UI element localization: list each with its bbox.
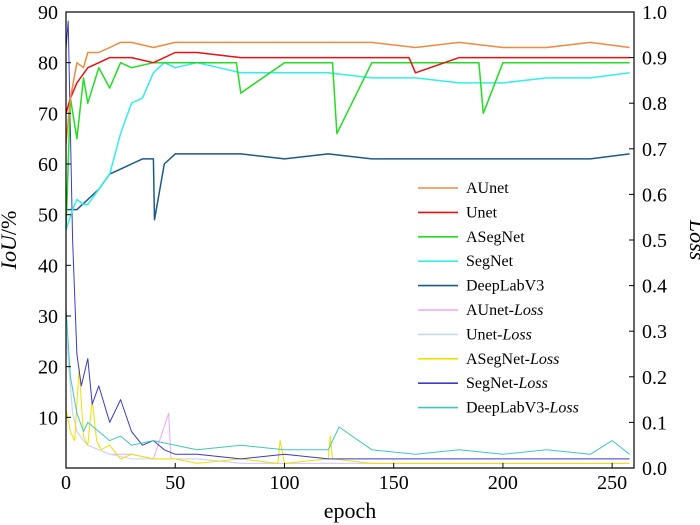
legend-label-unet: Unet <box>466 204 498 221</box>
series-line-deeplabv3 <box>66 153 630 221</box>
legend-label-text: DeepLabV3- <box>466 400 550 417</box>
legend-label-aunet-loss: AUnet-Loss <box>466 302 543 319</box>
legend-label-segnet-loss: SegNet-Loss <box>466 375 548 392</box>
x-axis-title: epoch <box>324 498 377 523</box>
y-left-tick-label: 20 <box>38 357 58 379</box>
y-right-tick-label: 0.7 <box>642 139 667 161</box>
ticks-layer: 0 50 100 150 200 250 10 20 30 40 50 60 70 80 90 0.0 0.1 0… <box>38 2 667 494</box>
legend-label-aunet: AUnet <box>466 180 509 197</box>
y-axis-left-title-italic: IoU <box>0 233 21 270</box>
legend-label-asegnet: ASegNet <box>466 229 525 246</box>
legend-label-deeplabv3-loss: DeepLabV3-Loss <box>466 400 579 417</box>
legend-label-text: Unet <box>466 204 498 221</box>
y-right-tick-label: 0.9 <box>642 48 667 70</box>
y-axis-right-title: Loss <box>685 219 700 260</box>
legend-label-text: Unet- <box>466 326 502 343</box>
y-right-tick-label: 0.3 <box>642 321 667 343</box>
legend-label-italic: Loss <box>549 400 579 417</box>
legend-label-text: ASegNet- <box>466 351 530 368</box>
y-left-tick-label: 30 <box>38 306 58 328</box>
legend-label-italic: Loss <box>517 375 547 392</box>
legend: AUnetUnetASegNetSegNetDeepLabV3AUnet-Los… <box>418 180 579 417</box>
x-tick-label: 100 <box>269 472 299 494</box>
x-tick-label: 50 <box>165 472 185 494</box>
y-left-tick-label: 70 <box>38 103 58 125</box>
legend-label-italic: Loss <box>513 302 543 319</box>
y-right-tick-label: 1.0 <box>642 2 667 24</box>
legend-label-unet-loss: Unet-Loss <box>466 326 532 343</box>
y-right-tick-label: 0.0 <box>642 458 667 480</box>
series-line-segnet-loss <box>66 20 630 460</box>
series-line-unet <box>66 51 630 114</box>
x-tick-label: 250 <box>597 472 627 494</box>
series-line-asegnet <box>66 61 630 230</box>
y-left-tick-label: 80 <box>38 53 58 75</box>
legend-label-text: SegNet- <box>466 375 518 392</box>
legend-label-text: SegNet <box>466 253 514 270</box>
y-axis-left-title-suffix: /% <box>0 211 21 235</box>
legend-label-deeplabv3: DeepLabV3 <box>466 278 544 295</box>
x-tick-label: 150 <box>379 472 409 494</box>
series-line-deeplabv3-loss <box>66 308 630 455</box>
y-axis-left-title: IoU/% <box>0 211 21 271</box>
series-layer <box>66 20 630 464</box>
series-line-asegnet-loss <box>66 367 630 464</box>
x-tick-label: 0 <box>61 472 71 494</box>
y-left-tick-label: 50 <box>38 205 58 227</box>
y-right-tick-label: 0.6 <box>642 184 667 206</box>
y-right-tick-label: 0.5 <box>642 230 667 252</box>
x-tick-label: 200 <box>488 472 518 494</box>
y-left-tick-label: 90 <box>38 2 58 24</box>
legend-label-segnet: SegNet <box>466 253 514 270</box>
series-line-aunet <box>66 41 630 144</box>
y-left-tick-label: 10 <box>38 407 58 429</box>
legend-label-asegnet-loss: ASegNet-Loss <box>466 351 559 368</box>
legend-label-text: ASegNet <box>466 229 525 246</box>
y-right-tick-label: 0.2 <box>642 367 667 389</box>
y-right-tick-label: 0.1 <box>642 412 667 434</box>
legend-label-italic: Loss <box>501 326 531 343</box>
legend-label-italic: Loss <box>529 351 559 368</box>
series-line-segnet <box>66 61 630 231</box>
y-right-tick-label: 0.4 <box>642 276 667 298</box>
legend-label-text: AUnet <box>466 180 509 197</box>
y-left-tick-label: 60 <box>38 154 58 176</box>
y-right-tick-label: 0.8 <box>642 93 667 115</box>
legend-label-text: AUnet- <box>466 302 514 319</box>
y-left-tick-label: 40 <box>38 255 58 277</box>
legend-label-text: DeepLabV3 <box>466 278 544 295</box>
